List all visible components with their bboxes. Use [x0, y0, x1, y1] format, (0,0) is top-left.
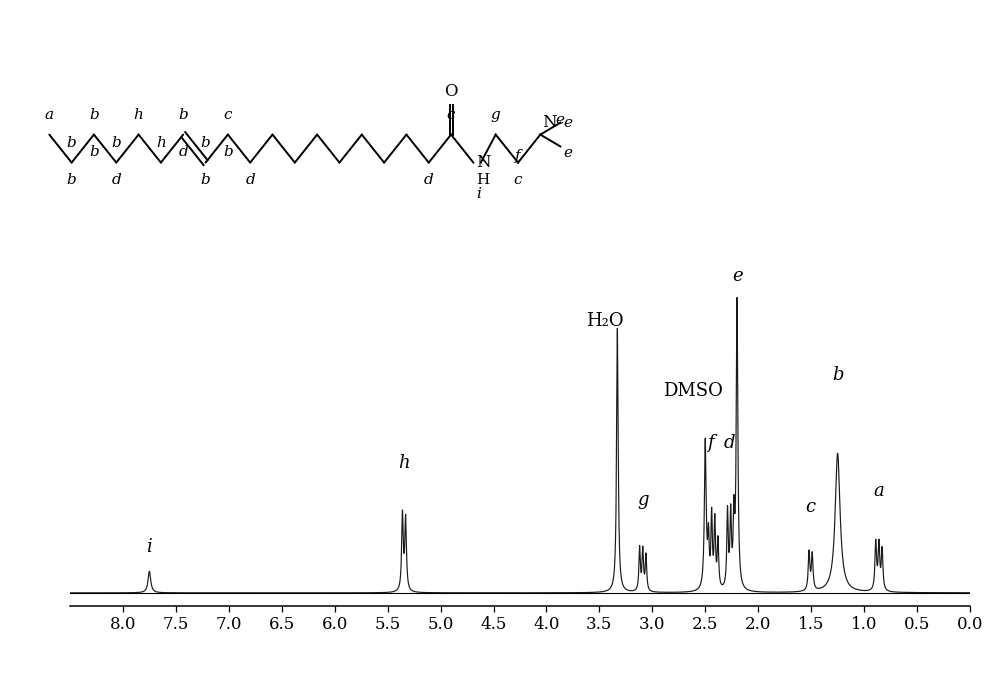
Text: e: e	[564, 116, 573, 130]
Text: c: c	[514, 174, 522, 188]
Text: b: b	[111, 136, 121, 150]
Text: d: d	[178, 145, 188, 160]
Text: b: b	[67, 174, 76, 188]
Text: g: g	[491, 108, 501, 122]
Text: c: c	[806, 498, 816, 516]
Text: DMSO: DMSO	[663, 382, 723, 400]
Text: e: e	[564, 146, 573, 160]
Text: g: g	[637, 491, 649, 509]
Text: f: f	[707, 433, 713, 452]
Text: O: O	[444, 83, 458, 100]
Text: b: b	[89, 145, 99, 160]
Text: b: b	[89, 108, 99, 122]
Text: h: h	[398, 454, 410, 472]
Text: h: h	[156, 136, 166, 150]
Text: a: a	[45, 108, 54, 122]
Text: N: N	[476, 154, 490, 171]
Text: f: f	[515, 149, 521, 163]
Text: c: c	[224, 108, 232, 122]
Text: b: b	[832, 366, 843, 384]
Text: b: b	[223, 145, 233, 160]
Text: b: b	[178, 108, 188, 122]
Text: c: c	[447, 108, 455, 122]
Text: a: a	[874, 482, 884, 500]
Text: b: b	[67, 136, 76, 150]
Text: i: i	[147, 538, 152, 556]
Text: e: e	[556, 113, 565, 127]
Text: d: d	[424, 174, 434, 188]
Text: d: d	[245, 174, 255, 188]
Text: h: h	[134, 108, 144, 122]
Text: H₂O: H₂O	[586, 312, 624, 330]
Text: i: i	[476, 188, 481, 201]
Text: d: d	[724, 433, 735, 452]
Text: e: e	[732, 267, 742, 285]
Text: b: b	[201, 174, 210, 188]
Text: H: H	[476, 173, 489, 186]
Text: d: d	[111, 174, 121, 188]
Text: b: b	[201, 136, 210, 150]
Text: N: N	[542, 114, 557, 131]
